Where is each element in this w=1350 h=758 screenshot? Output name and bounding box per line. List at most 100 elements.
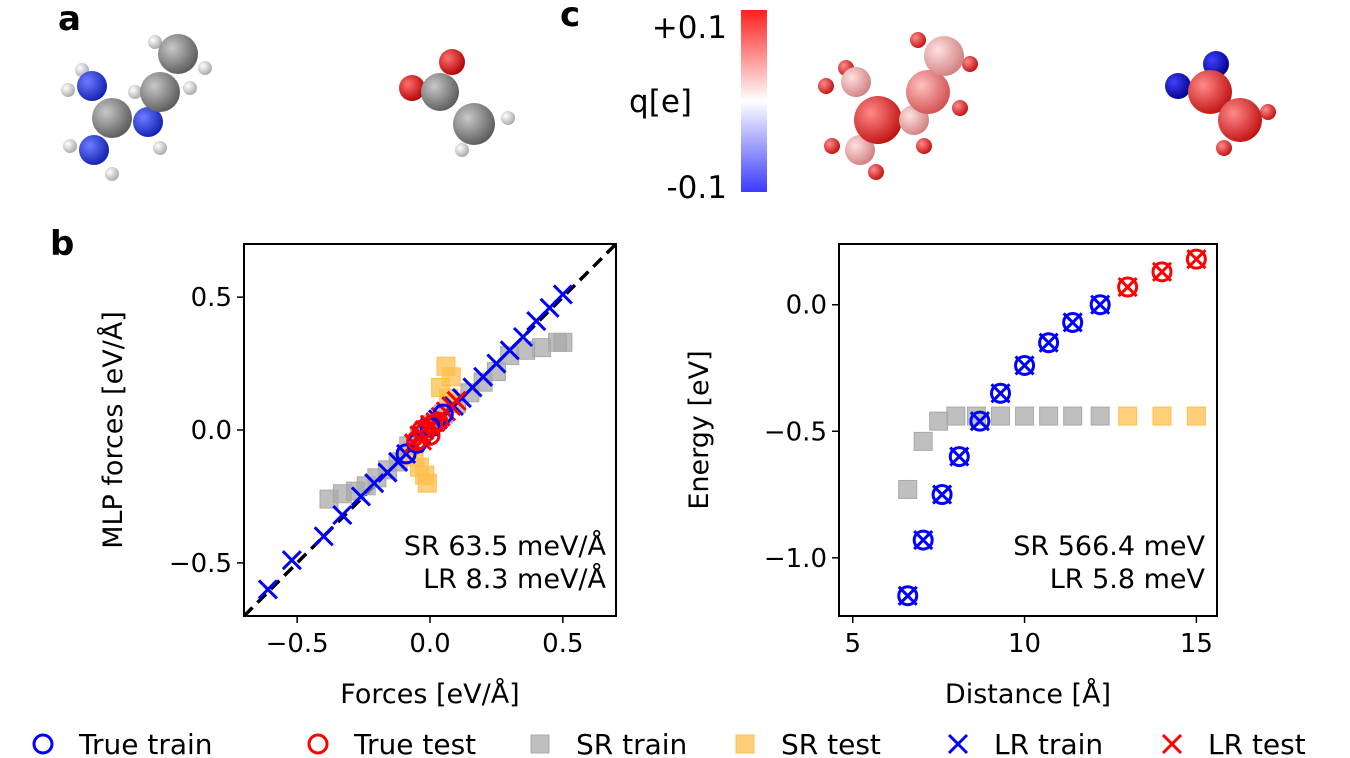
binding-y-axis-label: Energy [eV]	[684, 350, 715, 509]
binding-point-true-test	[1185, 248, 1207, 270]
binding-series-sr_train	[898, 406, 1110, 499]
legend-item-true-test: True test	[307, 728, 476, 758]
binding-point-lr-train	[913, 530, 934, 551]
forces-point-true-test	[419, 424, 441, 446]
binding-point-lr-train	[1062, 312, 1083, 333]
legend: True train True test SR train SR test LR tra…	[32, 728, 1306, 758]
binding-point-lr-train	[1014, 355, 1035, 376]
binding-y-tick-label: −0.5	[764, 417, 827, 447]
forces-y-tick-label: 0.0	[191, 416, 232, 446]
legend-item-lr-train: LR train	[947, 728, 1103, 758]
legend-item-true-train: True train	[32, 728, 213, 758]
forces-point-lr-train	[257, 579, 278, 600]
binding-series-lr_train	[897, 294, 1111, 606]
binding-point-lr-train	[969, 411, 990, 432]
binding-point-true-train	[948, 446, 970, 468]
forces-marks	[242, 242, 618, 618]
legend-marker-true-test	[307, 733, 329, 755]
binding-point-sr-train	[929, 411, 949, 431]
binding-point-true-train	[969, 410, 991, 432]
binding-series-true_test	[1117, 248, 1207, 298]
forces-x-axis-label: Forces [eV/Å]	[340, 678, 519, 710]
legend-label: LR train	[994, 728, 1103, 758]
binding-annotation-sr: SR 566.4 meV	[1013, 531, 1205, 562]
forces-x-tick-label: −0.5	[266, 629, 329, 659]
binding-point-lr-train	[932, 484, 953, 505]
binding-point-true-train	[1014, 354, 1036, 376]
binding-point-sr-test	[1152, 406, 1172, 426]
forces-ticks: −0.5 0.0 0.5 −0.5 0.0 0.5	[169, 283, 584, 659]
forces-x-tick-label: 0.5	[542, 629, 583, 659]
forces-y-axis-label: MLP forces [eV/Å]	[97, 311, 129, 549]
binding-chart: 5 10 15 0.0 −0.5 −1.0 Distance [Å] Energy [eV…	[684, 243, 1218, 710]
forces-parity-line	[242, 242, 618, 618]
binding-point-sr-train	[946, 406, 966, 426]
binding-series-sr_test	[1118, 406, 1206, 426]
binding-x-axis-label: Distance [Å]	[945, 678, 1111, 710]
legend-item-lr-test: LR test	[1161, 728, 1306, 758]
forces-point-lr-train	[552, 284, 573, 305]
binding-series-lr_test	[1117, 249, 1207, 298]
binding-point-sr-train	[1090, 406, 1110, 426]
molecule-charge-colored-dimer	[818, 32, 1276, 180]
binding-point-lr-train	[897, 585, 918, 606]
binding-point-true-train	[931, 484, 953, 506]
forces-point-sr-train	[553, 332, 573, 352]
legend-marker-lr-test	[1161, 733, 1183, 755]
colorbar-min-label: -0.1	[667, 170, 728, 206]
legend-marker-lr-train	[947, 733, 969, 755]
binding-point-true-train	[912, 529, 934, 551]
binding-point-true-train	[897, 585, 919, 607]
binding-x-tick-label: 15	[1180, 629, 1213, 659]
binding-point-sr-train	[1039, 406, 1059, 426]
forces-point-sr-train	[532, 338, 552, 358]
forces-point-lr-train	[512, 326, 534, 348]
legend-label: SR test	[781, 728, 881, 758]
forces-point-true-train	[395, 443, 417, 465]
binding-annotation-lr: LR 5.8 meV	[1050, 564, 1206, 595]
binding-point-sr-test	[1186, 406, 1206, 426]
binding-point-sr-test	[1118, 406, 1138, 426]
legend-label: SR train	[576, 728, 687, 758]
forces-point-lr-train	[332, 504, 353, 526]
binding-marks	[897, 248, 1207, 607]
binding-point-sr-train	[1063, 406, 1083, 426]
panel-label-b: b	[50, 224, 74, 264]
forces-point-lr-train	[364, 473, 385, 494]
binding-point-lr-test	[1151, 261, 1173, 282]
forces-x-tick-label: 0.0	[409, 629, 450, 659]
legend-label: True train	[78, 728, 213, 758]
binding-y-tick-label: −1.0	[764, 544, 827, 574]
charge-colorbar: +0.1 -0.1 q[e]	[629, 10, 767, 206]
binding-point-lr-test	[1186, 249, 1207, 270]
binding-point-sr-train	[991, 406, 1011, 426]
molecule-neutral-dimer	[61, 34, 515, 181]
binding-point-true-train	[1089, 294, 1111, 316]
legend-marker-sr-test	[735, 734, 755, 754]
binding-axes-frame	[838, 243, 1218, 617]
legend-item-sr-test: SR test	[735, 728, 881, 758]
legend-marker-true-train	[32, 733, 54, 755]
colorbar-label: q[e]	[629, 84, 692, 120]
forces-y-tick-label: 0.5	[191, 283, 232, 313]
forces-annotation-sr: SR 63.5 meV/Å	[404, 530, 607, 562]
colorbar-gradient	[741, 10, 767, 192]
binding-point-lr-test	[1117, 276, 1138, 298]
binding-point-true-test	[1117, 276, 1139, 298]
binding-point-lr-train	[1090, 294, 1111, 315]
forces-series-true_test	[406, 411, 449, 452]
binding-point-sr-train	[898, 479, 918, 499]
binding-point-lr-train	[1038, 332, 1059, 353]
legend-label: LR test	[1208, 728, 1306, 758]
panel-label-c: c	[560, 0, 580, 35]
binding-point-true-train	[1062, 311, 1084, 333]
forces-point-sr-test	[417, 473, 437, 493]
forces-chart: −0.5 0.0 0.5 −0.5 0.0 0.5 Forces [eV/Å] MLP f…	[97, 242, 618, 710]
binding-point-true-train	[1038, 332, 1060, 354]
binding-point-lr-train	[990, 383, 1011, 404]
binding-point-lr-train	[949, 446, 970, 467]
binding-y-tick-label: 0.0	[786, 291, 827, 321]
colorbar-max-label: +0.1	[652, 10, 727, 46]
binding-point-true-test	[1151, 261, 1173, 283]
